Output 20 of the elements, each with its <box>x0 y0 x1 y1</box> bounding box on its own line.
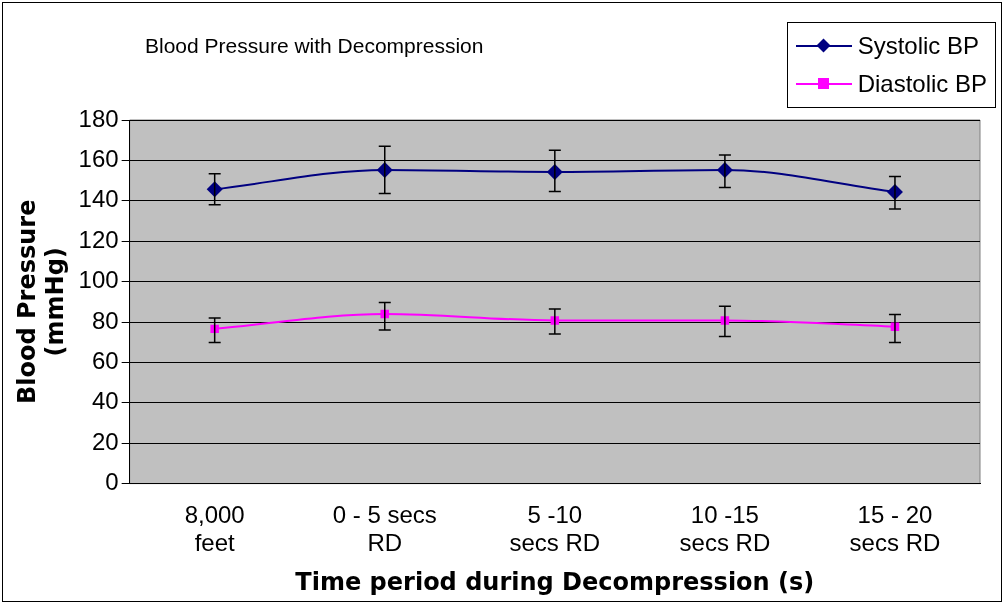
y-axis-title: Blood Pressure (mmHg) <box>12 199 70 405</box>
x-tick-label: 15 - 20 secs RD <box>849 500 941 557</box>
y-tick-label: 40 <box>91 387 119 415</box>
y-tick-label: 80 <box>91 306 119 334</box>
legend-label: Systolic BP <box>857 32 979 60</box>
x-tick-label: 0 - 5 secs RD <box>332 500 437 557</box>
legend-label: Diastolic BP <box>857 70 987 98</box>
y-tick-label: 0 <box>105 468 119 496</box>
y-tick-label: 60 <box>91 347 119 375</box>
y-tick-label: 20 <box>91 427 119 455</box>
x-tick-label: 5 -10 secs RD <box>509 500 601 557</box>
y-tick-label: 100 <box>78 266 119 294</box>
y-tick-label: 180 <box>78 104 119 132</box>
x-axis-title: Time period during Decompression (s) <box>295 567 815 596</box>
chart-title: Blood Pressure with Decompression <box>145 34 484 58</box>
x-tick-label: 8,000 feet <box>184 500 245 557</box>
x-tick-label: 10 -15 secs RD <box>679 500 771 557</box>
y-tick-label: 140 <box>78 185 119 213</box>
y-tick-label: 160 <box>78 145 119 173</box>
y-tick-label: 120 <box>78 225 119 253</box>
